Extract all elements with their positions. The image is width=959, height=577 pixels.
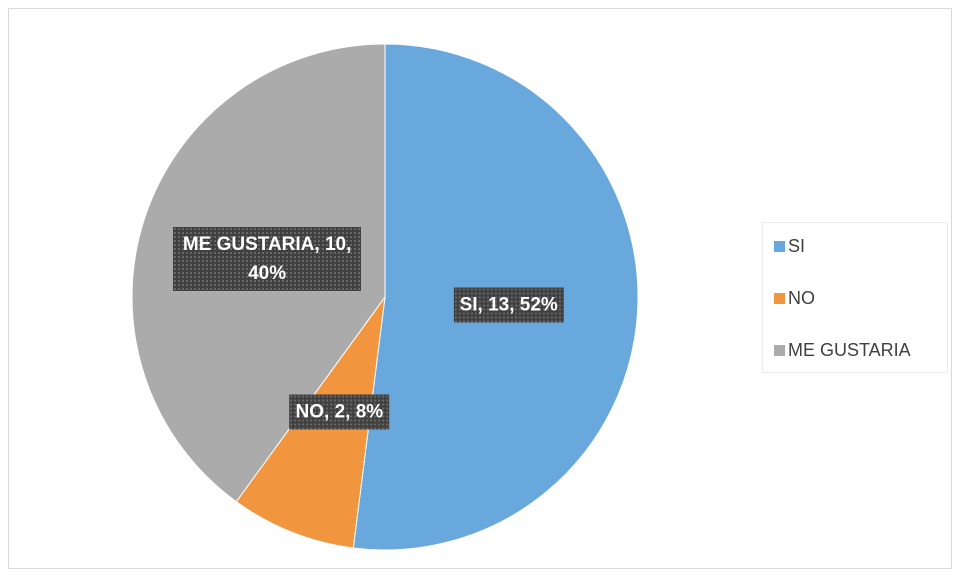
legend-label: SI bbox=[788, 236, 806, 256]
legend-label: ME GUSTARIA bbox=[788, 340, 911, 360]
data-label: SI, 13, 52% bbox=[453, 287, 564, 323]
legend-box bbox=[762, 222, 948, 373]
legend-item: SI bbox=[774, 236, 805, 257]
data-label: ME GUSTARIA, 10, 40% bbox=[173, 226, 362, 291]
legend-label: NO bbox=[788, 288, 815, 308]
data-label: NO, 2, 8% bbox=[289, 394, 390, 430]
legend-item: NO bbox=[774, 288, 815, 309]
legend-swatch bbox=[774, 345, 785, 356]
legend-swatch bbox=[774, 293, 785, 304]
legend-swatch bbox=[774, 241, 785, 252]
legend-item: ME GUSTARIA bbox=[774, 340, 911, 361]
